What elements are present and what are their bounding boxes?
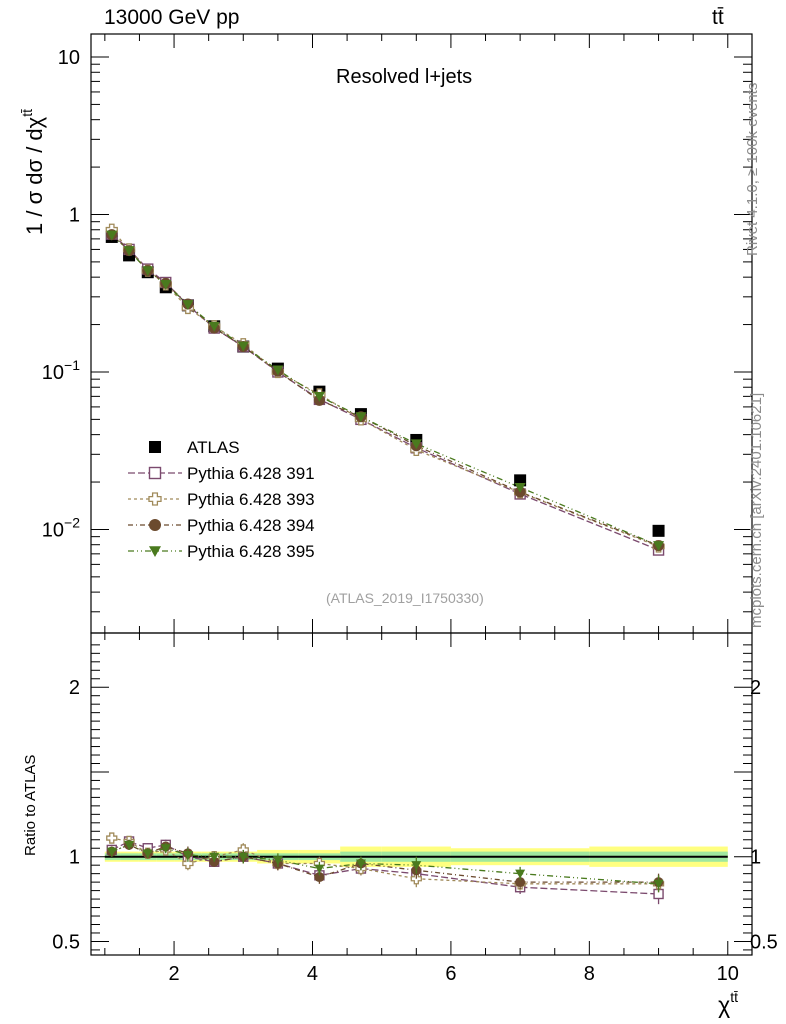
energy-label: 13000 GeV pp [104, 6, 240, 29]
data-point [142, 266, 154, 277]
data-point [355, 412, 367, 423]
ratio-point [515, 869, 526, 879]
svg-text:1 / σ dσ / dχtt̄: 1 / σ dσ / dχtt̄ [19, 109, 47, 235]
y-tick-label: 1 [69, 204, 80, 226]
rivet-label: Rivet 4.1.0, ≥ 100k events [744, 82, 761, 256]
legend-entry: Pythia 6.428 394 [128, 516, 315, 535]
legend-entry: Pythia 6.428 395 [128, 542, 315, 561]
legend-entry: ATLAS [149, 438, 240, 457]
y-tick-label: 10−1 [42, 357, 80, 384]
x-tick-label: 6 [445, 963, 456, 985]
ratio-y-axis-label: Ratio to ATLAS [22, 754, 39, 856]
ratio-y-tick-label: 0.5 [52, 931, 80, 953]
ratio-plot-frame [90, 632, 753, 956]
legend-label: ATLAS [187, 438, 240, 457]
ratio-y-tick-label-right: 0.5 [750, 931, 778, 953]
ratio-point [124, 840, 135, 850]
mcplots-label: mcplots.cern.ch [arXiv:2401.10621] [748, 392, 765, 628]
data-point [182, 300, 194, 311]
ratio-point [411, 861, 422, 871]
analysis-id: (ATLAS_2019_I1750330) [326, 590, 484, 606]
y-tick-label: 10−2 [42, 514, 80, 541]
ratio-y-tick-label-right: 1 [750, 847, 761, 869]
x-tick-label: 10 [717, 963, 739, 985]
legend-entry: Pythia 6.428 393 [128, 490, 315, 509]
legend-marker [149, 519, 161, 531]
ratio-y-tick-label: 1 [69, 847, 80, 869]
legend-marker [149, 546, 161, 557]
ratio-point [515, 877, 526, 888]
legend-label: Pythia 6.428 394 [187, 516, 315, 535]
ratio-point [314, 864, 325, 874]
data-point [514, 482, 526, 493]
legend-marker [149, 441, 161, 453]
x-tick-label: 4 [307, 963, 318, 985]
legend-label: Pythia 6.428 395 [187, 542, 315, 561]
ratio-point [272, 856, 283, 866]
legend-label: Pythia 6.428 391 [187, 464, 315, 483]
ratio-point [106, 832, 118, 844]
ratio-point [106, 847, 117, 857]
data-point [653, 541, 665, 552]
data-point [410, 439, 422, 450]
data-point [272, 365, 284, 376]
ratio-point [209, 852, 220, 862]
x-tick-label: 2 [168, 963, 179, 985]
data-point [208, 321, 220, 332]
data-point [160, 279, 172, 290]
data-point [123, 246, 135, 257]
y-tick-label: 10 [58, 47, 80, 69]
data-point [313, 391, 325, 402]
data-point [237, 341, 249, 352]
ratio-point [355, 859, 366, 869]
ratio-point [410, 873, 422, 885]
ratio-point [314, 872, 325, 883]
ratio-y-tick-label-right: 2 [750, 677, 761, 699]
panel-title: Resolved l+jets [336, 66, 473, 88]
data-point [106, 230, 118, 241]
main-y-axis-label: 1 / σ dσ / dχtt̄ [19, 109, 47, 235]
x-axis-label: χtt̄ [718, 989, 738, 1018]
x-tick-label: 8 [584, 963, 595, 985]
ratio-y-tick-label: 2 [69, 677, 80, 699]
ratio-point [653, 879, 664, 889]
ratio-point [182, 857, 194, 870]
legend-marker [148, 492, 162, 506]
process-label: tt̄ [712, 6, 724, 29]
ratio-point [142, 849, 153, 859]
data-point [652, 524, 665, 537]
ratio-point [238, 852, 249, 862]
legend-marker [148, 466, 162, 480]
legend-label: Pythia 6.428 393 [187, 490, 315, 509]
legend-entry: Pythia 6.428 391 [128, 464, 315, 483]
ratio-point [160, 844, 171, 854]
ratio-point [182, 851, 193, 861]
